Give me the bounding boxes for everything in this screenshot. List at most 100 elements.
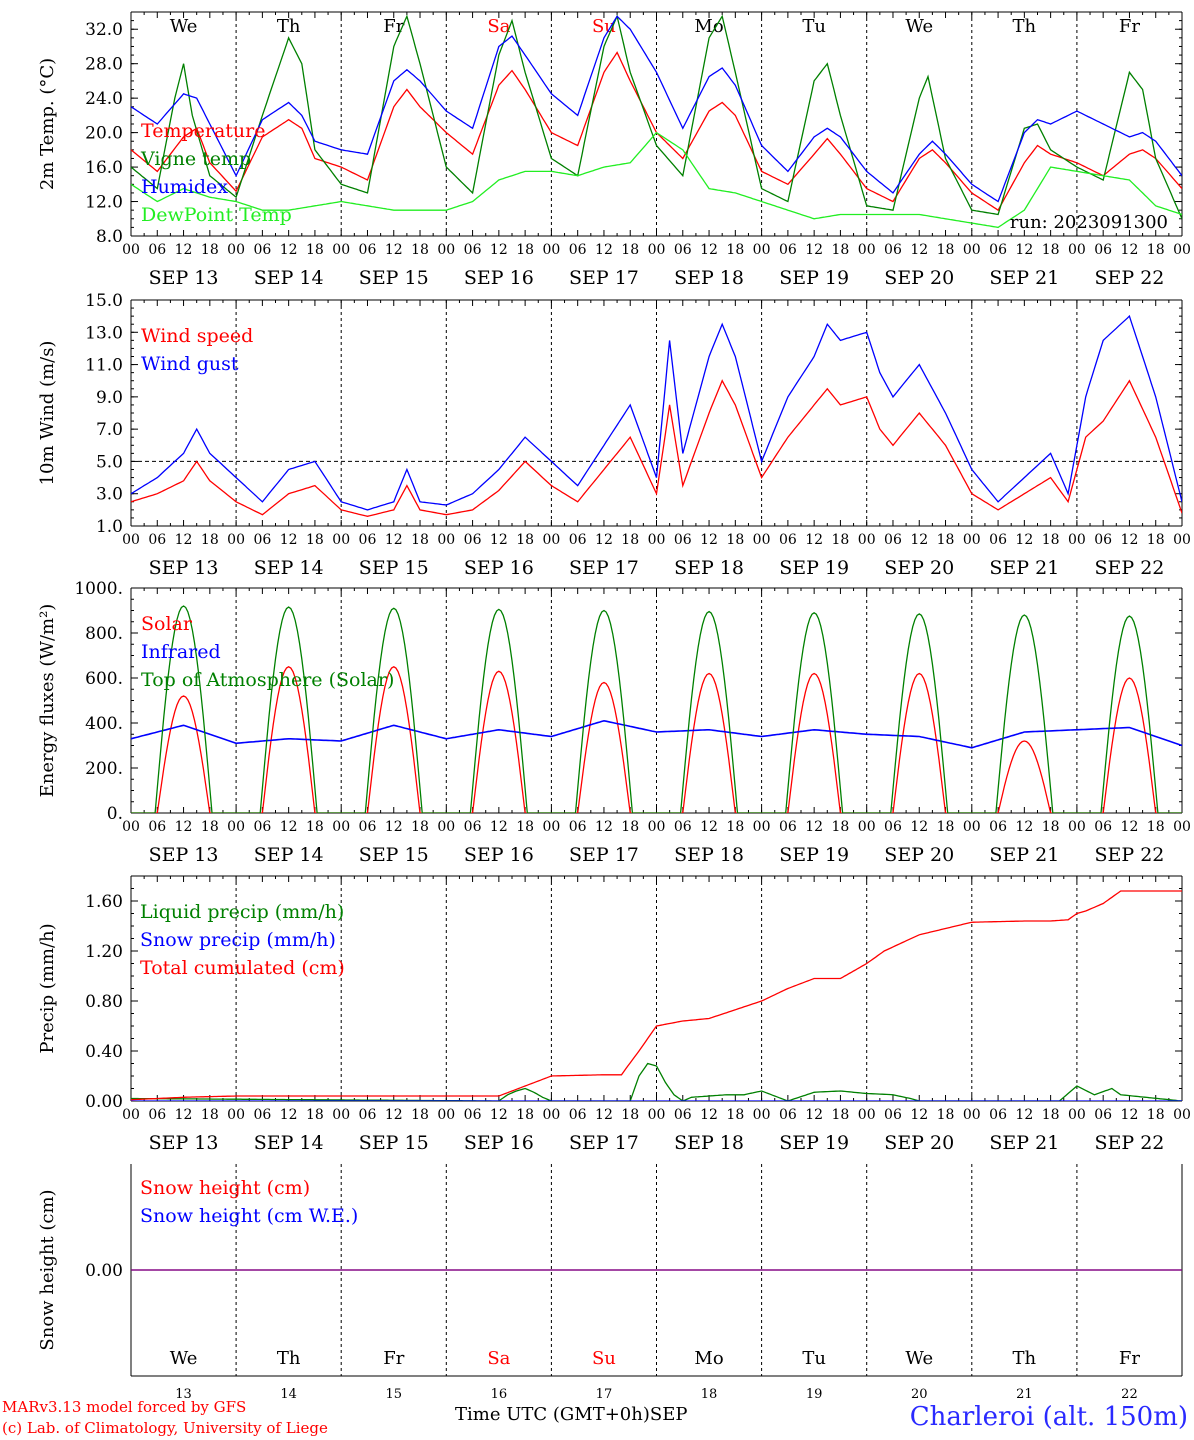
hour-tick-label: 06: [253, 242, 271, 258]
hour-tick-label: 18: [1042, 532, 1060, 548]
hour-tick-label: 06: [253, 819, 271, 835]
date-label: SEP 15: [359, 267, 429, 289]
hour-tick-label: 00: [753, 1107, 771, 1123]
hour-tick-label: 00: [542, 532, 560, 548]
y-tick-label: 7.0: [96, 420, 123, 440]
y-tick-label: 1.20: [85, 942, 123, 962]
weekday-label: Th: [277, 1348, 301, 1369]
hour-tick-label: 12: [280, 1107, 298, 1123]
hour-tick-label: 06: [779, 242, 797, 258]
y-tick-label: 1000.: [74, 579, 123, 599]
series-line-humidex: [131, 15, 1182, 203]
y-tick-label: 0.00: [85, 1261, 123, 1281]
hour-tick-label: 06: [1094, 1107, 1112, 1123]
hour-tick-label: 06: [148, 1107, 166, 1123]
legend-wind-speed: Wind speed: [141, 325, 253, 347]
date-label: SEP 18: [674, 844, 744, 866]
y-tick-label: 1.0: [96, 517, 123, 537]
hour-tick-label: 12: [805, 1107, 823, 1123]
snow-panel: 0.00 Snow height (cm) We Th Fr Sa Su Mo Tu We Th Fr…: [37, 1164, 1183, 1402]
hour-tick-label: 18: [621, 1107, 639, 1123]
hour-tick-label: 18: [1042, 1107, 1060, 1123]
hour-tick-label: 00: [1068, 532, 1086, 548]
y-tick-label: 8.0: [96, 227, 123, 247]
hour-tick-label: 18: [832, 242, 850, 258]
weekday-label: Fr: [383, 1348, 404, 1369]
date-label: SEP 13: [149, 844, 219, 866]
legend-snow-height-cm-: Snow height (cm): [140, 1177, 310, 1199]
hour-tick-label: 12: [700, 532, 718, 548]
hour-tick-label: 06: [989, 819, 1007, 835]
hour-tick-label: 12: [280, 819, 298, 835]
date-label: SEP 21: [989, 1132, 1059, 1154]
snow-ylabel: Snow height (cm): [37, 1189, 58, 1350]
series-line-wind-speed: [131, 379, 1182, 517]
hour-tick-label: 12: [1121, 819, 1139, 835]
precip-panel: 0.00 0.40 0.80 1.20 1.60 Precip (mm/h) 00 06 12 1…: [37, 875, 1191, 1154]
hour-tick-label: 06: [359, 819, 377, 835]
date-label: SEP 17: [569, 557, 639, 579]
hour-tick-label: 18: [726, 532, 744, 548]
date-label: SEP 20: [884, 1132, 954, 1154]
hour-tick-label: 06: [464, 819, 482, 835]
hour-tick-label: 12: [910, 819, 928, 835]
date-label: SEP 17: [569, 267, 639, 289]
weekday-label: We: [905, 1348, 933, 1369]
date-label: SEP 17: [569, 1132, 639, 1154]
hour-tick-label: 18: [726, 1107, 744, 1123]
hour-tick-label: 00: [437, 242, 455, 258]
hour-tick-label: 12: [595, 819, 613, 835]
hour-tick-label: 06: [1094, 242, 1112, 258]
date-label: SEP 18: [674, 267, 744, 289]
date-label: SEP 19: [779, 844, 849, 866]
series-line-vigne-temp: [131, 14, 1182, 220]
hour-tick-label: 06: [569, 819, 587, 835]
hour-tick-label: 00: [1068, 242, 1086, 258]
legend-temperature: Temperature: [141, 120, 265, 142]
y-tick-label: 32.0: [85, 20, 123, 40]
y-tick-label: 11.0: [85, 356, 123, 376]
hour-tick-label: 12: [1015, 1107, 1033, 1123]
y-tick-label: 28.0: [85, 55, 123, 75]
series-line-total-cumulated-cm-: [131, 890, 1182, 1101]
hour-tick-label: 12: [595, 242, 613, 258]
hour-tick-label: 06: [359, 532, 377, 548]
hour-tick-label: 00: [437, 819, 455, 835]
hour-tick-label: 00: [332, 819, 350, 835]
weekday-label: Tu: [802, 1348, 826, 1369]
hour-tick-label: 18: [201, 1107, 219, 1123]
day-number-label: 14: [280, 1387, 297, 1402]
hour-tick-label: 18: [1042, 819, 1060, 835]
date-label: SEP 14: [254, 267, 324, 289]
legend-dewpoint-temp: DewPoint Temp: [141, 204, 292, 226]
y-tick-label: 5.0: [96, 452, 123, 472]
y-tick-label: 9.0: [96, 388, 123, 408]
series-line-top-of-atmosphere-solar-: [131, 605, 1182, 813]
hour-tick-label: 18: [201, 242, 219, 258]
hour-tick-label: 00: [858, 532, 876, 548]
hour-tick-label: 00: [1173, 532, 1191, 548]
y-tick-label: 400.: [85, 714, 123, 734]
wind-ylabel: 10m Wind (m/s): [37, 341, 58, 486]
energy-panel: 0. 200. 400. 600. 800. 1000. Energy fluxes (W/…: [37, 579, 1191, 866]
date-label: SEP 19: [779, 267, 849, 289]
hour-tick-label: 00: [542, 1107, 560, 1123]
hour-tick-label: 00: [648, 242, 666, 258]
date-label: SEP 19: [779, 557, 849, 579]
hour-tick-label: 00: [1068, 1107, 1086, 1123]
hour-tick-label: 00: [1173, 819, 1191, 835]
wind-panel: 1.0 3.0 5.0 7.0 9.0 11.0 13.0 15.0 10m Wind (m/s…: [37, 291, 1191, 579]
temperature-plot: [131, 14, 1182, 229]
date-label: SEP 20: [884, 844, 954, 866]
y-tick-label: 0.: [107, 804, 123, 824]
y-tick-label: 0.40: [85, 1042, 123, 1062]
y-tick-label: 0.00: [85, 1092, 123, 1112]
hour-tick-label: 00: [122, 819, 140, 835]
hour-tick-label: 06: [148, 242, 166, 258]
hour-tick-label: 18: [411, 242, 429, 258]
legend-vigne-temp: Vigne temp: [140, 148, 251, 170]
hour-tick-label: 12: [490, 242, 508, 258]
hour-tick-label: 06: [674, 242, 692, 258]
hour-tick-label: 12: [1015, 819, 1033, 835]
hour-tick-label: 12: [805, 242, 823, 258]
